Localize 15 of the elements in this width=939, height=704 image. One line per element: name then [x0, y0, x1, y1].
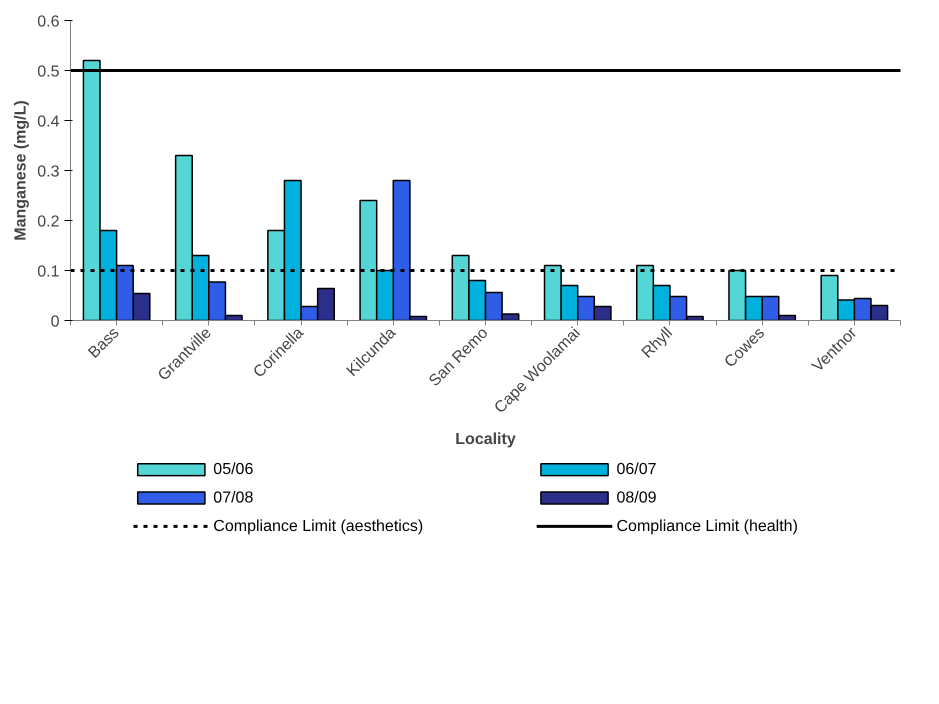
- y-tick-label: 0.1: [37, 264, 60, 280]
- y-tick-label: 0.3: [37, 164, 60, 180]
- legend-label: Compliance Limit (aesthetics): [213, 518, 424, 535]
- x-axis-title: Locality: [455, 430, 516, 448]
- y-tick-label: 0.2: [37, 214, 60, 230]
- legend-label: 08/09: [616, 490, 657, 506]
- legend-label: 07/08: [213, 490, 254, 506]
- legend-label: 05/06: [213, 461, 254, 478]
- legend-label: Compliance Limit (health): [616, 518, 798, 535]
- legend-label: 06/07: [616, 461, 657, 478]
- y-axis-title: Manganese (mg/L): [12, 100, 30, 241]
- y-tick-label: 0.4: [37, 114, 60, 130]
- y-tick-label: 0: [50, 314, 60, 330]
- y-tick-label: 0.6: [37, 14, 60, 30]
- y-tick-label: 0.5: [37, 64, 60, 80]
